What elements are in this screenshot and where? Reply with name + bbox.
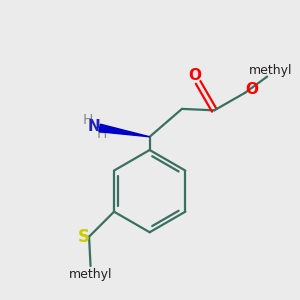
Text: H: H — [97, 127, 107, 141]
Text: N: N — [88, 119, 101, 134]
Text: S: S — [78, 228, 90, 246]
Text: methyl: methyl — [249, 64, 292, 76]
Text: O: O — [245, 82, 258, 97]
Text: H: H — [82, 113, 93, 127]
Polygon shape — [99, 124, 150, 137]
Text: O: O — [188, 68, 201, 83]
Text: methyl: methyl — [69, 268, 112, 281]
